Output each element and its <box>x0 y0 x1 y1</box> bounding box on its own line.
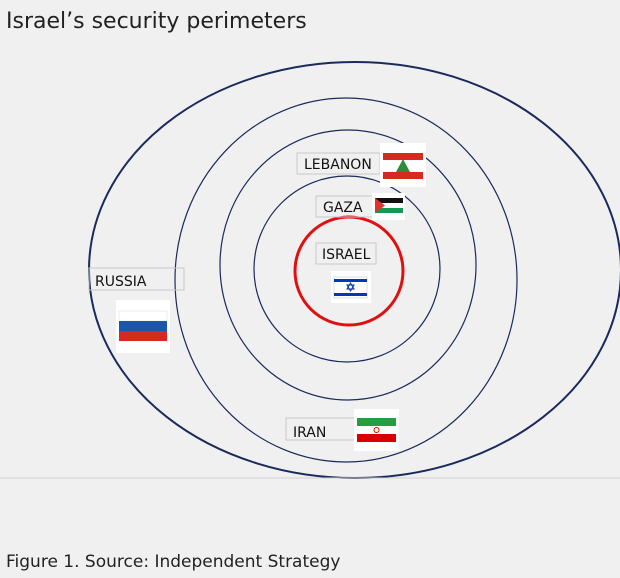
node-label: ISRAEL <box>322 247 371 263</box>
title: Israel’s security perimeters <box>6 9 307 34</box>
second-perimeter <box>219 129 477 401</box>
label-box <box>88 267 185 291</box>
israel-flag <box>331 271 371 303</box>
node-label: LEBANON <box>304 157 372 173</box>
iran-flag <box>354 409 399 451</box>
node-label: RUSSIA <box>95 274 147 290</box>
third-perimeter <box>174 97 518 463</box>
node-label: GAZA <box>323 200 363 216</box>
caption: Figure 1. Source: Independent Strategy <box>6 552 340 572</box>
node-label: IRAN <box>293 425 326 441</box>
lebanon-flag <box>380 143 426 187</box>
label-box <box>315 242 377 265</box>
palestine-flag <box>372 193 405 220</box>
first-perimeter <box>253 175 441 363</box>
russia-flag <box>116 300 170 353</box>
